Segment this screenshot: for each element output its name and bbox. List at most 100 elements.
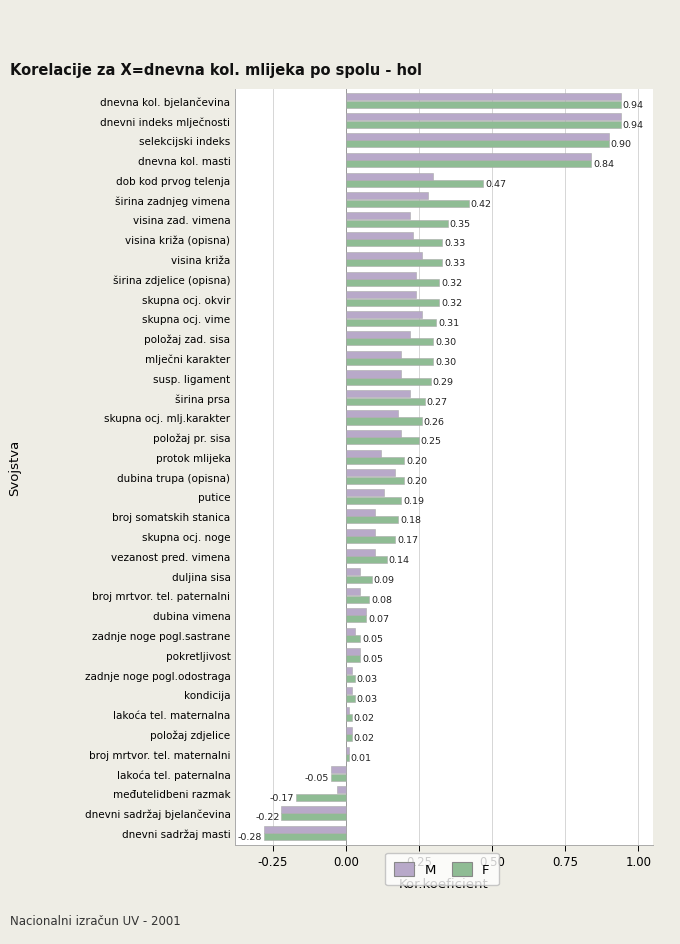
Bar xyxy=(345,747,349,753)
Text: 0.03: 0.03 xyxy=(356,674,377,683)
Text: 0.25: 0.25 xyxy=(421,437,441,446)
Text: 0.20: 0.20 xyxy=(406,457,427,465)
Bar xyxy=(345,727,352,734)
Text: 0.05: 0.05 xyxy=(362,654,383,664)
Bar xyxy=(345,754,349,761)
Text: 0.94: 0.94 xyxy=(622,101,643,110)
Bar xyxy=(345,134,609,141)
Text: 0.35: 0.35 xyxy=(450,219,471,228)
Bar xyxy=(345,279,439,287)
Bar xyxy=(345,569,360,576)
Bar xyxy=(345,707,349,715)
Text: 0.94: 0.94 xyxy=(622,121,643,129)
Bar xyxy=(345,608,367,615)
Text: -0.22: -0.22 xyxy=(255,813,279,821)
Bar xyxy=(345,114,621,121)
Text: -0.17: -0.17 xyxy=(270,793,294,801)
Bar xyxy=(345,142,609,148)
Bar xyxy=(345,576,372,583)
Bar xyxy=(345,530,375,536)
Text: -0.05: -0.05 xyxy=(305,773,329,782)
Bar xyxy=(345,339,433,346)
Bar xyxy=(345,391,410,397)
Text: 0.14: 0.14 xyxy=(388,555,409,565)
Bar xyxy=(345,371,401,379)
Bar xyxy=(345,734,352,741)
Text: 0.08: 0.08 xyxy=(371,595,392,604)
Bar xyxy=(331,774,345,781)
Bar xyxy=(345,411,398,417)
Bar xyxy=(345,272,416,279)
Bar xyxy=(345,331,410,339)
Bar xyxy=(345,490,384,497)
Bar xyxy=(345,556,387,564)
Text: 0.20: 0.20 xyxy=(406,477,427,485)
Text: 0.84: 0.84 xyxy=(593,160,614,169)
Bar xyxy=(345,648,360,655)
Bar xyxy=(345,174,433,180)
Text: 0.01: 0.01 xyxy=(350,753,371,762)
Text: 0.30: 0.30 xyxy=(435,338,456,347)
Bar xyxy=(345,194,428,200)
Bar xyxy=(331,767,345,773)
Bar xyxy=(345,181,483,188)
Bar xyxy=(345,588,360,596)
Text: 0.07: 0.07 xyxy=(368,615,389,624)
Bar xyxy=(345,252,422,260)
Bar xyxy=(345,240,442,247)
Bar xyxy=(345,161,592,168)
Bar xyxy=(345,715,352,721)
Bar xyxy=(345,628,354,635)
Bar xyxy=(345,517,398,524)
Bar xyxy=(345,220,448,228)
Text: 0.90: 0.90 xyxy=(611,141,632,149)
Bar xyxy=(345,549,375,556)
Text: -0.28: -0.28 xyxy=(238,833,262,841)
Text: 0.31: 0.31 xyxy=(438,318,459,328)
Text: 0.30: 0.30 xyxy=(435,358,456,367)
Text: 0.27: 0.27 xyxy=(426,397,447,406)
Bar xyxy=(345,695,354,701)
Text: 0.05: 0.05 xyxy=(362,634,383,644)
Text: 0.33: 0.33 xyxy=(444,239,465,248)
Bar xyxy=(345,667,352,675)
Bar xyxy=(345,154,592,160)
Text: Svojstva: Svojstva xyxy=(8,439,22,496)
Bar xyxy=(345,596,369,603)
Text: 0.03: 0.03 xyxy=(356,694,377,703)
Bar xyxy=(345,450,381,457)
Text: Nacionalni izračun UV - 2001: Nacionalni izračun UV - 2001 xyxy=(10,914,181,927)
Text: 0.18: 0.18 xyxy=(400,516,421,525)
Bar xyxy=(345,635,360,643)
Bar xyxy=(345,200,469,208)
Text: 0.02: 0.02 xyxy=(354,714,374,722)
Bar xyxy=(264,826,345,833)
Bar xyxy=(345,398,425,405)
Legend: M, F: M, F xyxy=(385,852,499,885)
Bar xyxy=(345,510,375,516)
Bar xyxy=(345,675,354,683)
Bar xyxy=(345,292,416,299)
Text: 0.26: 0.26 xyxy=(424,417,445,426)
Bar xyxy=(345,418,422,425)
Bar xyxy=(345,359,433,365)
Bar xyxy=(345,470,396,477)
Bar xyxy=(345,260,442,267)
Bar xyxy=(345,122,621,128)
Bar xyxy=(296,794,345,801)
Bar xyxy=(264,834,345,840)
Bar xyxy=(345,233,413,240)
Bar xyxy=(345,430,401,437)
Text: 0.32: 0.32 xyxy=(441,298,462,308)
Text: Korelacije za X=dnevna kol. mlijeka po spolu - hol: Korelacije za X=dnevna kol. mlijeka po s… xyxy=(10,63,422,78)
Bar xyxy=(345,213,410,220)
Text: 0.47: 0.47 xyxy=(485,179,506,189)
Bar xyxy=(345,438,419,445)
Bar xyxy=(345,312,422,319)
Text: 0.17: 0.17 xyxy=(397,535,418,545)
Bar xyxy=(345,319,437,327)
Bar xyxy=(282,806,345,813)
Bar xyxy=(337,786,345,793)
Text: 0.32: 0.32 xyxy=(441,278,462,288)
Bar xyxy=(345,299,439,307)
